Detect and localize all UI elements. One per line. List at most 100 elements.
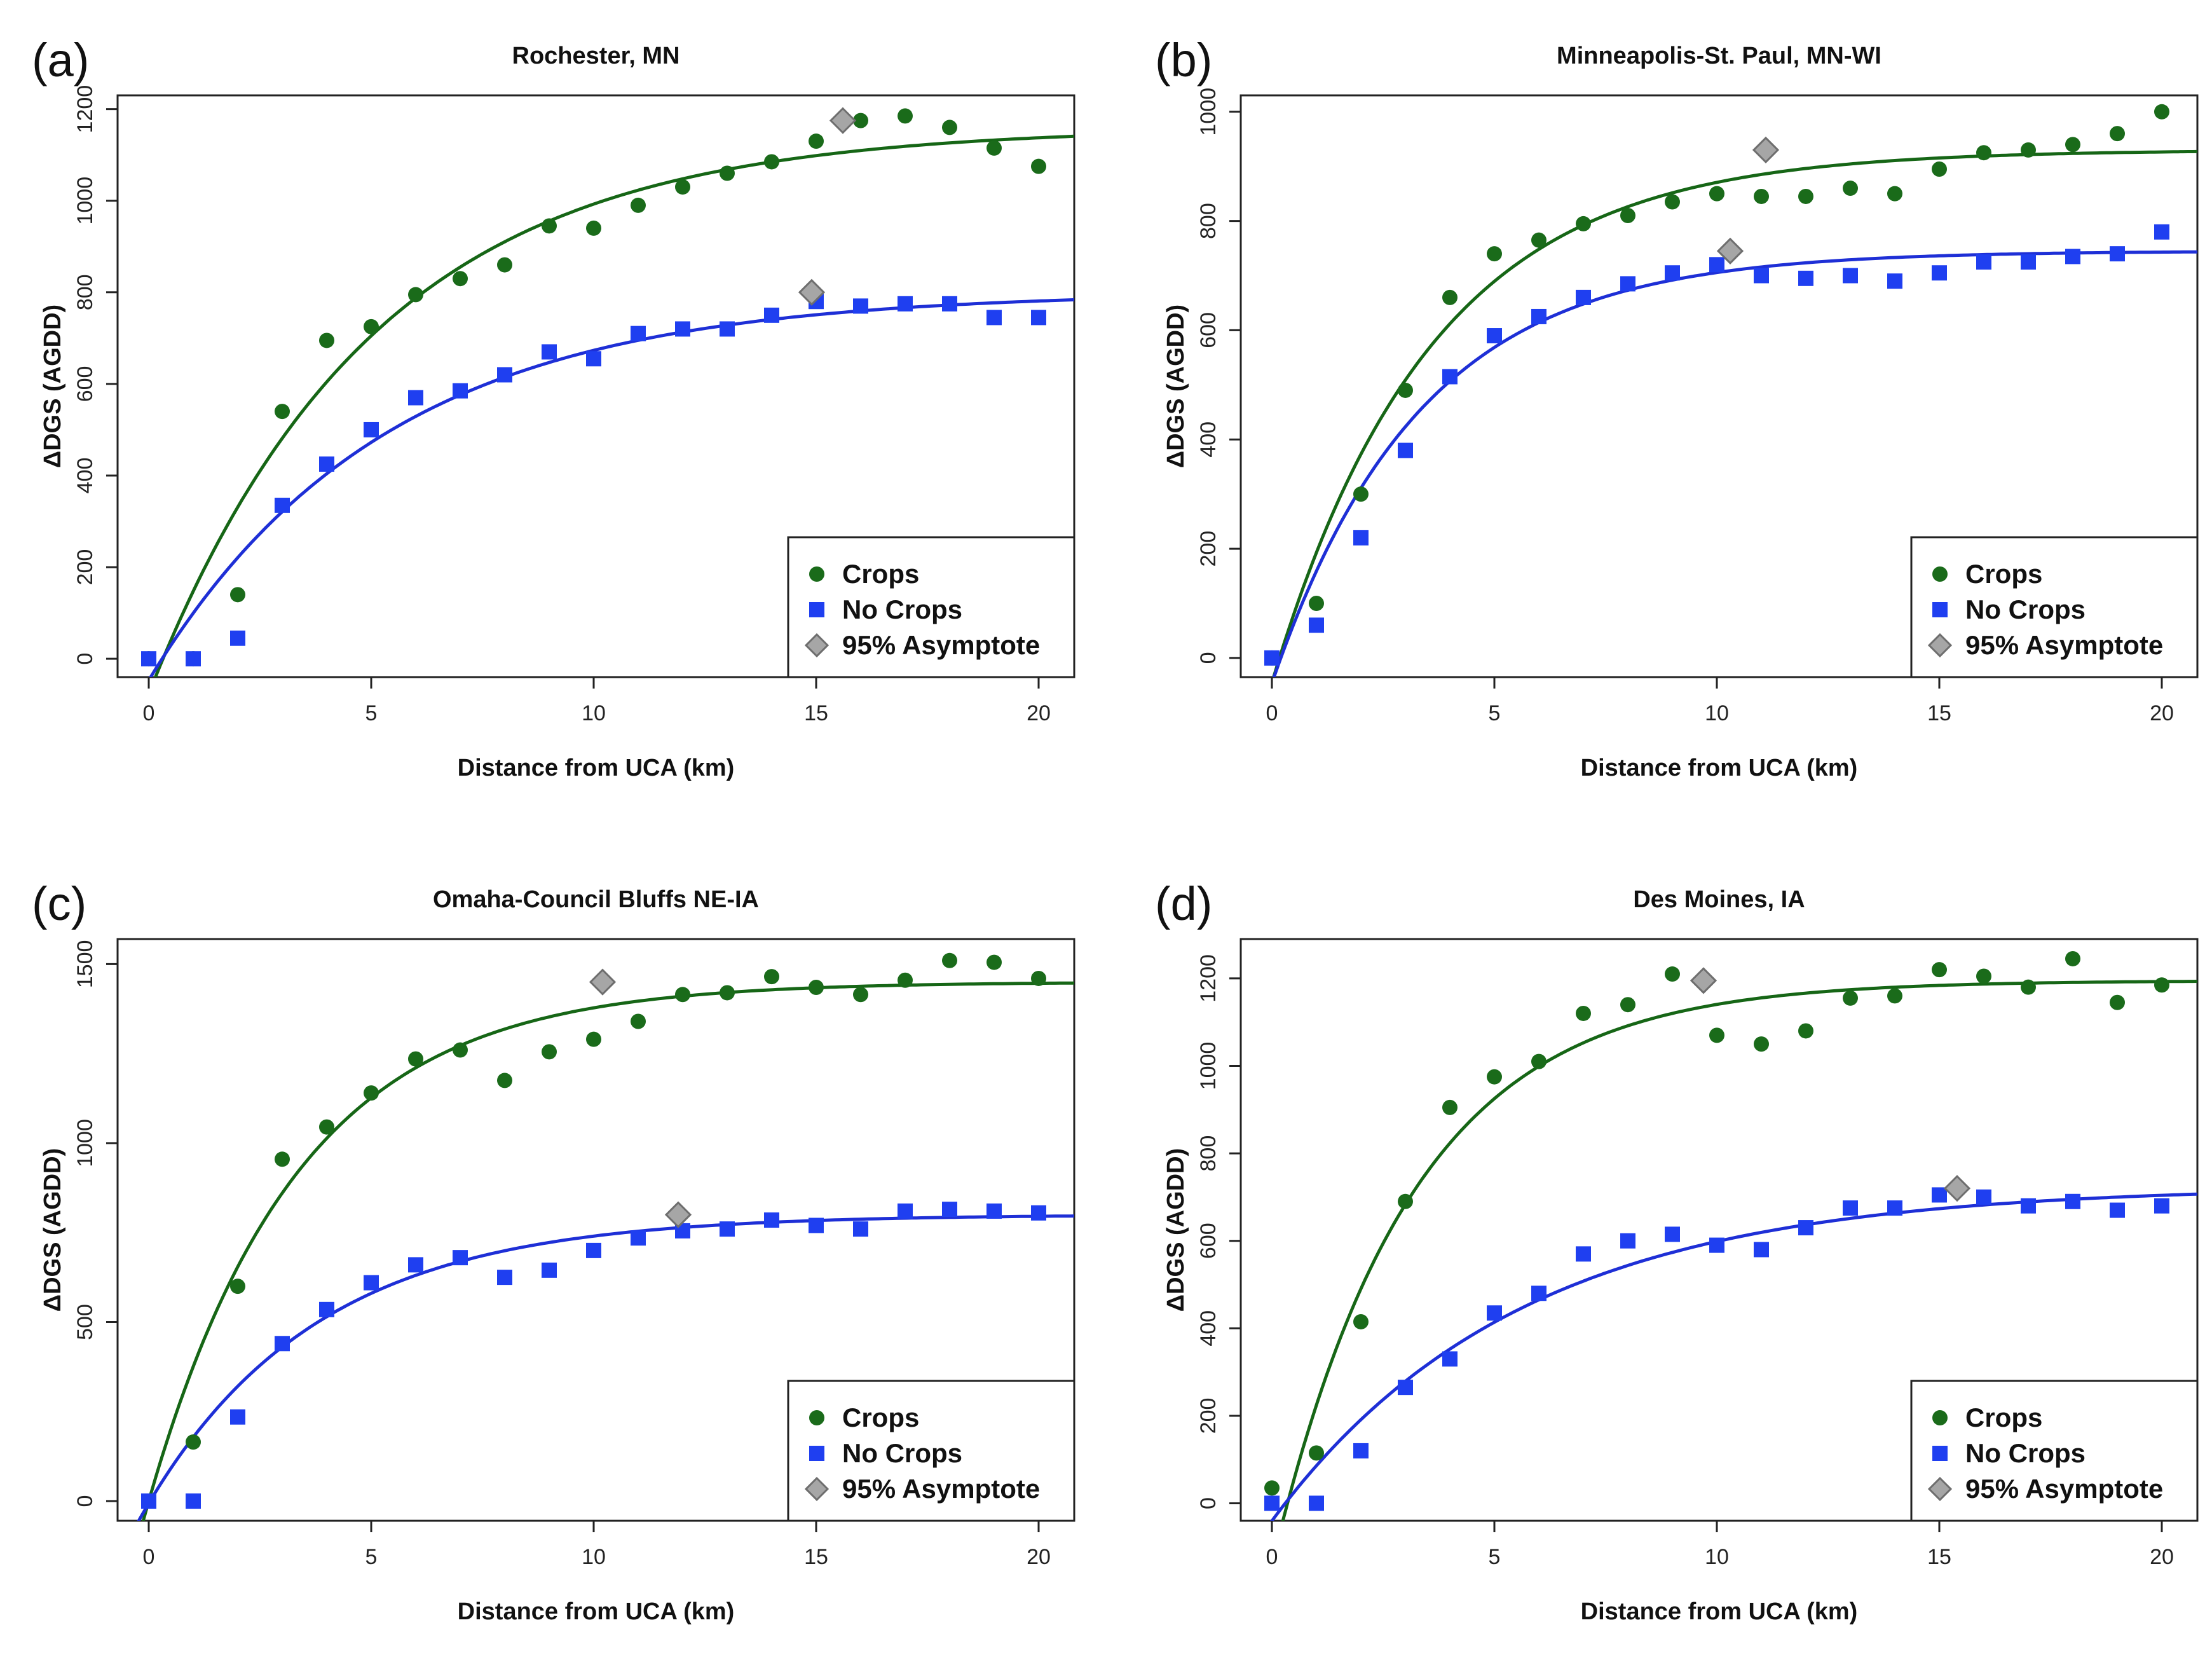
y-tick-label: 200 — [1196, 1398, 1220, 1434]
no-crops-point — [1487, 328, 1502, 344]
no-crops-point — [586, 1242, 601, 1258]
legend-asymptote-marker — [1927, 633, 1953, 658]
crops-point — [987, 954, 1002, 970]
crops-point — [2065, 950, 2080, 966]
asymptote-marker — [829, 107, 857, 134]
crops-point — [230, 1279, 245, 1294]
crops-point — [987, 140, 1002, 156]
crops-point — [364, 319, 379, 334]
x-tick-label: 15 — [804, 1545, 828, 1569]
asymptote-marker — [664, 1201, 692, 1228]
no-crops-point — [675, 321, 690, 337]
x-tick-label: 10 — [1705, 701, 1729, 725]
asymptote-marker — [1716, 237, 1744, 264]
crops-point — [2154, 104, 2169, 120]
panel-label: (a) — [32, 34, 89, 86]
crops-point — [2021, 142, 2036, 158]
no-crops-point — [987, 1203, 1002, 1219]
y-tick-label: 0 — [1196, 652, 1220, 664]
no-crops-point — [364, 422, 379, 437]
legend-asymptote-label: 95% Asymptote — [842, 630, 1040, 660]
crops-point — [497, 257, 512, 273]
no-crops-point — [230, 1409, 245, 1425]
crops-point — [1264, 1480, 1280, 1496]
crops-point — [809, 980, 824, 996]
crops-point — [942, 120, 957, 135]
legend-no-crops-label: No Crops — [1965, 594, 2086, 624]
x-tick-label: 15 — [804, 701, 828, 725]
legend-asymptote-label: 95% Asymptote — [842, 1474, 1040, 1504]
no-crops-point — [542, 1262, 557, 1278]
fit-curve-no-crops — [149, 298, 1074, 677]
crops-point — [898, 108, 913, 124]
panel-label: (d) — [1155, 877, 1212, 930]
crops-point — [1620, 208, 1635, 224]
y-tick-label: 1200 — [1196, 954, 1220, 1003]
crops-point — [675, 179, 690, 195]
no-crops-point — [1887, 1200, 1902, 1216]
no-crops-point — [319, 1301, 334, 1317]
crops-point — [764, 154, 779, 170]
y-axis-label: ΔDGS (AGDD) — [39, 305, 66, 468]
x-tick-label: 15 — [1927, 701, 1951, 725]
x-tick-label: 5 — [365, 701, 378, 725]
x-tick-label: 5 — [1489, 701, 1501, 725]
x-tick-label: 10 — [582, 1545, 606, 1569]
x-tick-label: 20 — [1027, 1545, 1051, 1569]
no-crops-point — [1398, 1380, 1413, 1396]
x-tick-label: 15 — [1927, 1545, 1951, 1569]
no-crops-point — [2154, 224, 2169, 240]
crops-point — [453, 271, 468, 287]
no-crops-point — [942, 296, 957, 312]
crops-point — [1576, 216, 1591, 231]
crops-point — [1665, 194, 1680, 210]
crops-point — [1309, 1445, 1324, 1461]
no-crops-point — [853, 1221, 868, 1237]
no-crops-point — [1754, 1242, 1769, 1258]
crops-point — [853, 987, 868, 1003]
crops-point — [631, 197, 646, 213]
no-crops-point — [408, 1257, 423, 1273]
no-crops-point — [1932, 1187, 1947, 1203]
x-tick-label: 0 — [1266, 1545, 1278, 1569]
crops-point — [1487, 1069, 1502, 1085]
y-tick-label: 1000 — [73, 177, 97, 225]
asymptote-marker — [1752, 136, 1780, 164]
legend-crops-marker — [1932, 1410, 1948, 1425]
no-crops-point — [1353, 530, 1369, 545]
y-tick-label: 600 — [73, 366, 97, 402]
crops-point — [2154, 977, 2169, 993]
no-crops-point — [141, 651, 156, 667]
crops-point — [453, 1042, 468, 1058]
no-crops-point — [275, 1336, 290, 1352]
chart-panel-2: (c) Omaha-Council Bluffs NE-IA 0 5 10 15 20 0 50… — [32, 877, 1075, 1625]
y-tick-label: 600 — [1196, 312, 1220, 348]
crops-point — [2021, 979, 2036, 995]
legend-asymptote-marker — [804, 633, 830, 658]
no-crops-point — [1531, 308, 1546, 324]
y-tick-label: 1000 — [1196, 88, 1220, 136]
crops-point — [1976, 145, 1991, 161]
no-crops-point — [809, 1218, 824, 1233]
y-tick-label: 0 — [73, 1495, 97, 1507]
crops-point — [942, 952, 957, 968]
crops-point — [809, 134, 824, 149]
crops-point — [586, 220, 601, 236]
legend-box — [787, 1380, 1075, 1522]
x-tick-label: 5 — [1489, 1545, 1501, 1569]
no-crops-point — [2021, 1198, 2036, 1214]
crops-point — [631, 1013, 646, 1029]
fit-curve-crops — [153, 134, 1074, 677]
legend-crops-marker — [809, 566, 824, 582]
y-tick-label: 400 — [73, 458, 97, 494]
no-crops-point — [497, 1270, 512, 1286]
crops-point — [1798, 188, 1813, 204]
no-crops-point — [586, 351, 601, 367]
y-tick-label: 0 — [1196, 1497, 1220, 1509]
no-crops-point — [1309, 1495, 1324, 1511]
crops-point — [1031, 158, 1046, 174]
crops-point — [1531, 232, 1546, 248]
panel-label: (b) — [1155, 34, 1212, 86]
y-axis-label: ΔDGS (AGDD) — [39, 1148, 66, 1312]
